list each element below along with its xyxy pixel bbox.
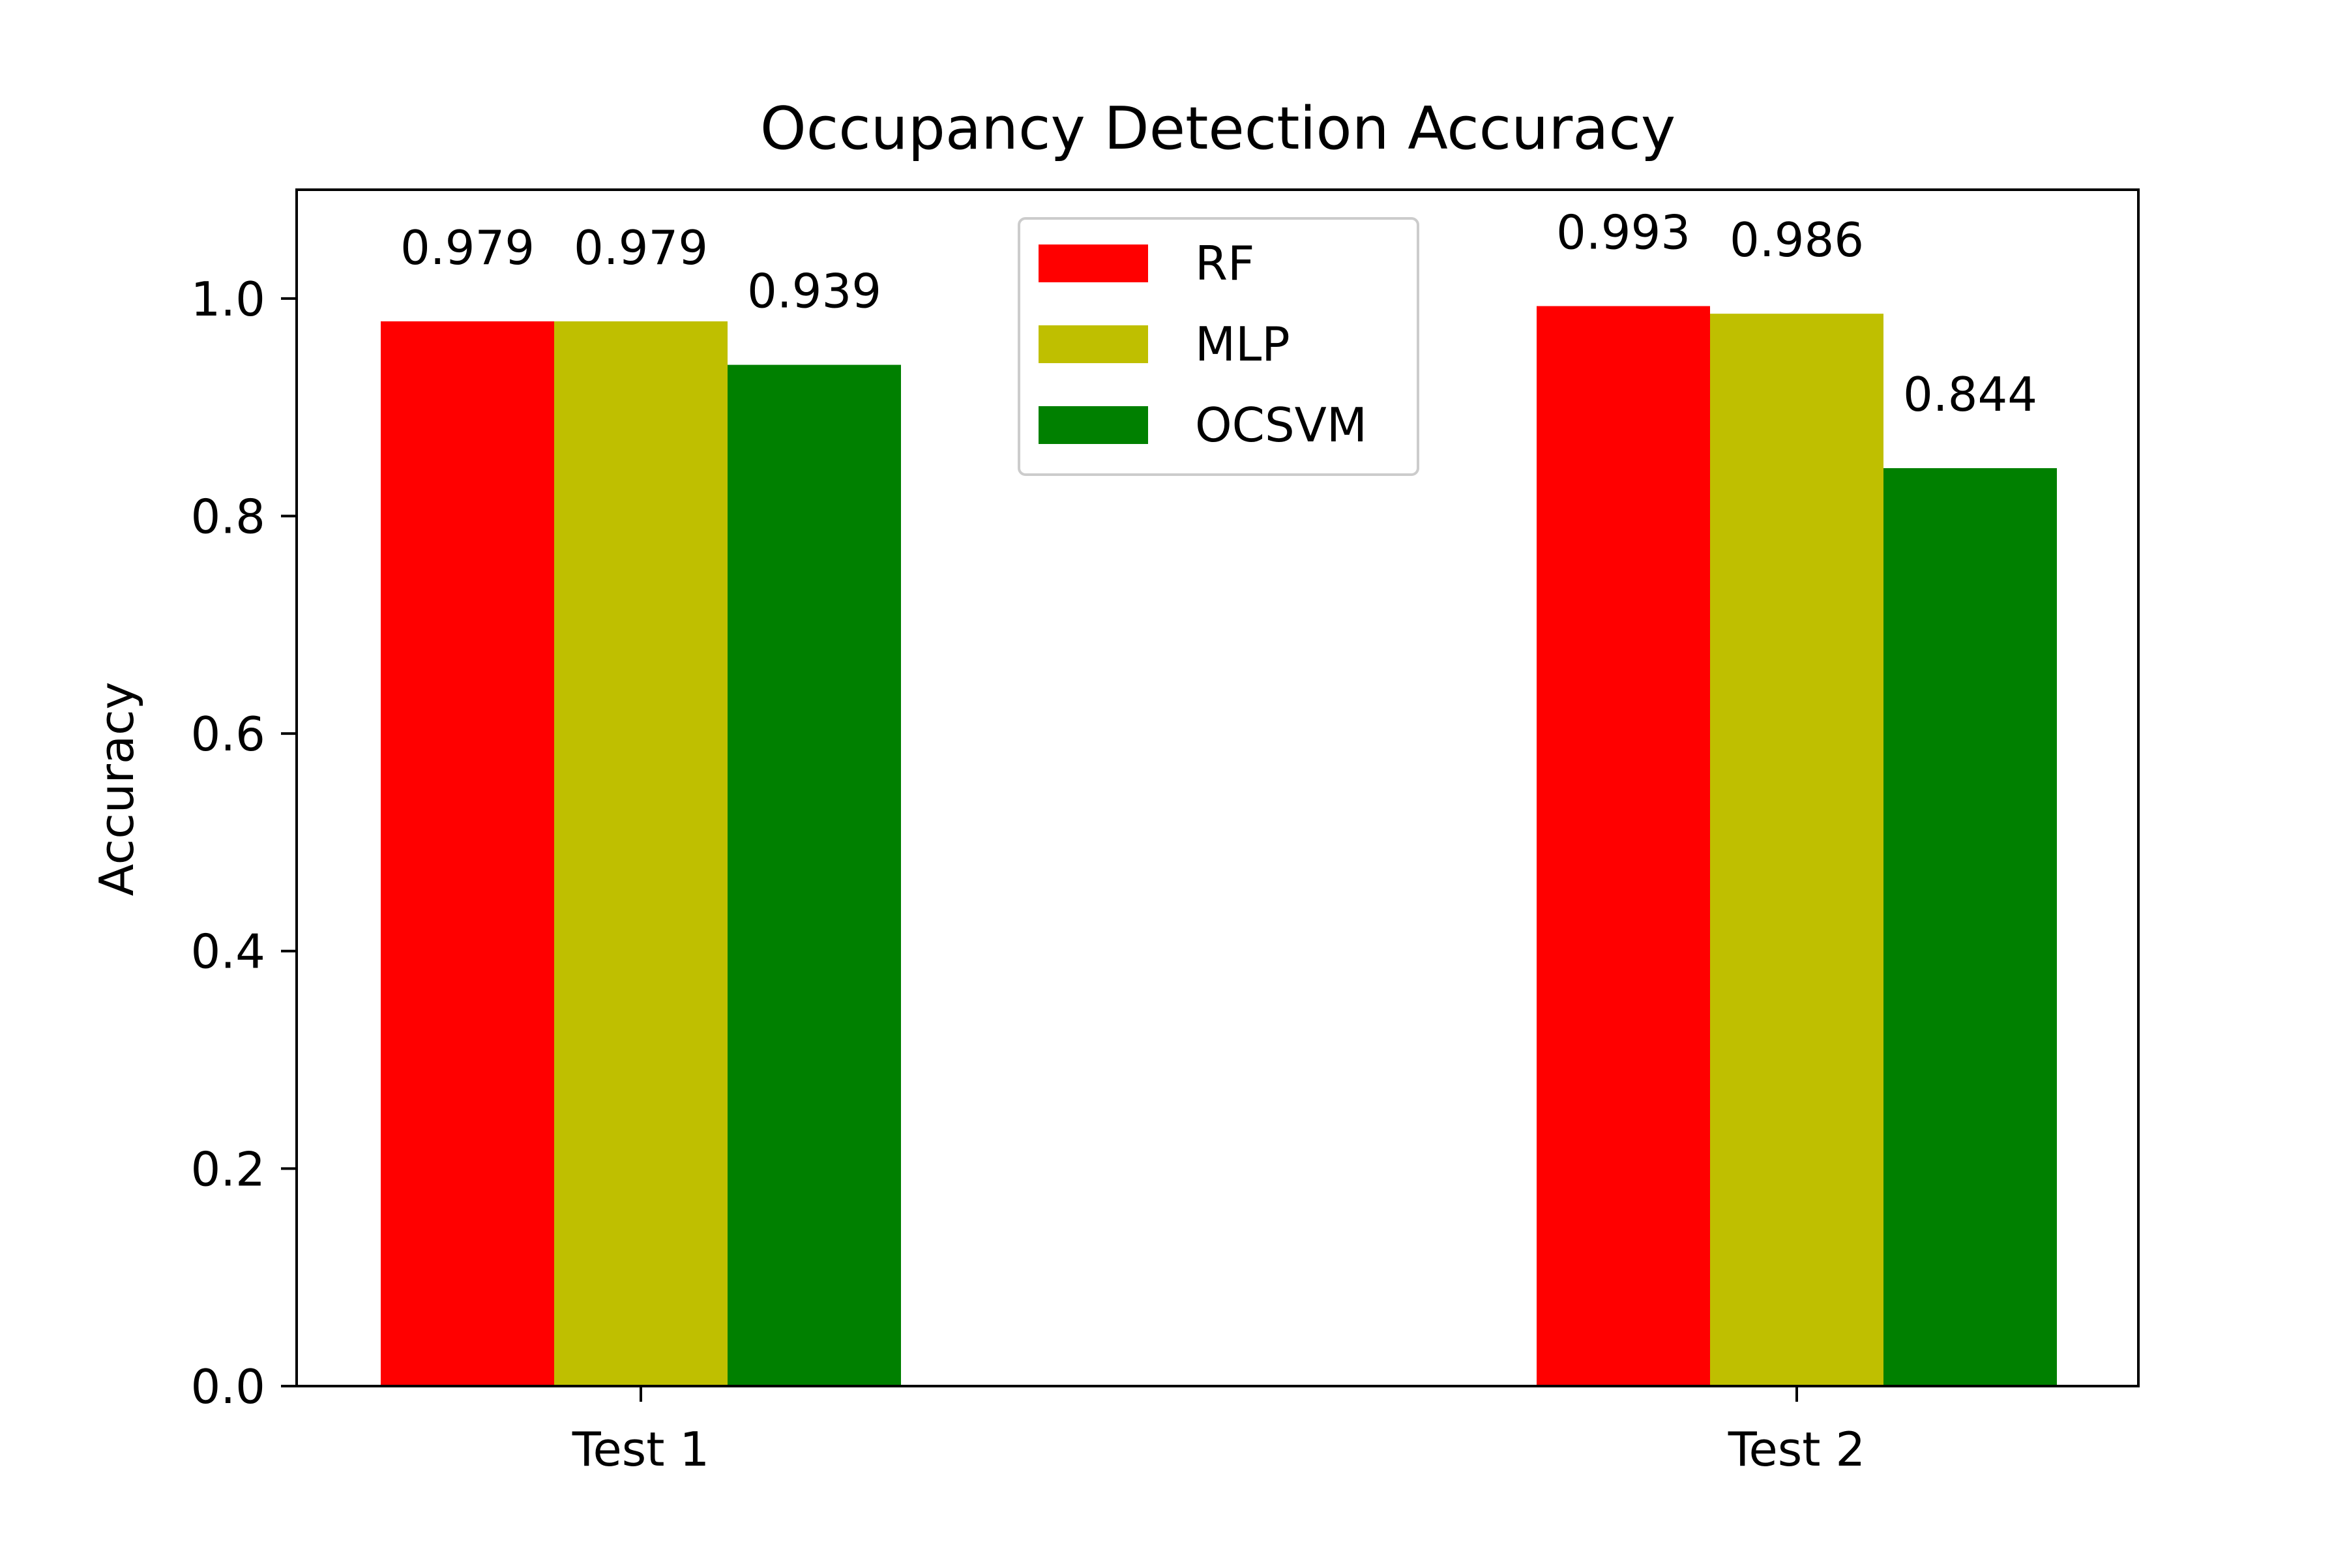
value-labels-layer: 0.979 0.993 0.979 0.986 0.939 0.844 [400,205,2037,422]
data-label-ocsvm-2: 0.844 [1903,367,2037,422]
plot-area-frame [295,188,2140,1387]
y-axis: 0.0 0.2 0.4 0.6 0.8 1.0 [190,272,297,1414]
legend: RF MLP OCSVM [1018,217,1419,476]
y-tick-label: 0.4 [190,925,265,979]
data-label-rf-2: 0.993 [1556,205,1690,259]
legend-label-rf: RF [1195,236,1254,291]
bar-rf-2 [1537,306,1710,1386]
y-tick-label: 1.0 [190,272,265,327]
chart-title: Occupancy Detection Accuracy [760,95,1675,163]
bar-ocsvm-2 [1883,468,2057,1386]
legend-items: RF MLP OCSVM [1039,236,1367,452]
legend-swatch-rf [1039,244,1148,282]
legend-label-ocsvm: OCSVM [1195,398,1367,452]
y-tick-label: 0.8 [190,489,265,544]
bar-mlp-2 [1710,314,1883,1386]
data-label-ocsvm-1: 0.939 [747,264,881,319]
y-tick-label: 0.6 [190,707,265,762]
bar-rf-1 [381,321,554,1387]
bars-layer [381,306,2057,1387]
x-tick-label-1: Test 1 [572,1422,709,1477]
legend-swatch-ocsvm [1039,406,1148,444]
data-label-mlp-2: 0.986 [1730,213,1864,267]
x-tick-label-2: Test 2 [1728,1422,1865,1477]
legend-swatch-mlp [1039,325,1148,363]
y-axis-label: Accuracy [89,682,144,896]
bar-ocsvm-1 [728,364,901,1386]
y-tick-label: 0.2 [190,1142,265,1196]
x-axis: Test 1 Test 2 [572,1386,1865,1477]
legend-label-mlp: MLP [1195,317,1290,372]
bar-mlp-1 [554,321,728,1387]
y-tick-label: 0.0 [190,1359,265,1414]
data-label-rf-1: 0.979 [400,220,535,275]
data-label-mlp-1: 0.979 [574,220,708,275]
